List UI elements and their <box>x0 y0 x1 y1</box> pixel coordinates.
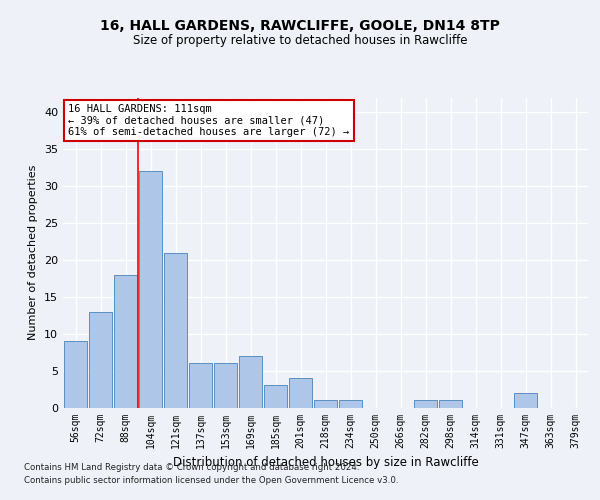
X-axis label: Distribution of detached houses by size in Rawcliffe: Distribution of detached houses by size … <box>173 456 478 469</box>
Bar <box>114 274 137 407</box>
Text: Contains public sector information licensed under the Open Government Licence v3: Contains public sector information licen… <box>24 476 398 485</box>
Y-axis label: Number of detached properties: Number of detached properties <box>28 165 38 340</box>
Bar <box>514 392 537 407</box>
Bar <box>64 341 87 407</box>
Text: Size of property relative to detached houses in Rawcliffe: Size of property relative to detached ho… <box>133 34 467 47</box>
Bar <box>239 356 262 408</box>
Text: 16, HALL GARDENS, RAWCLIFFE, GOOLE, DN14 8TP: 16, HALL GARDENS, RAWCLIFFE, GOOLE, DN14… <box>100 19 500 33</box>
Bar <box>314 400 337 407</box>
Bar <box>164 252 187 408</box>
Text: 16 HALL GARDENS: 111sqm
← 39% of detached houses are smaller (47)
61% of semi-de: 16 HALL GARDENS: 111sqm ← 39% of detache… <box>68 104 349 137</box>
Bar <box>214 363 237 408</box>
Bar <box>289 378 312 408</box>
Text: Contains HM Land Registry data © Crown copyright and database right 2024.: Contains HM Land Registry data © Crown c… <box>24 462 359 471</box>
Bar <box>139 172 162 408</box>
Bar <box>264 386 287 407</box>
Bar <box>189 363 212 408</box>
Bar <box>89 312 112 408</box>
Bar <box>414 400 437 407</box>
Bar <box>339 400 362 407</box>
Bar <box>439 400 462 407</box>
